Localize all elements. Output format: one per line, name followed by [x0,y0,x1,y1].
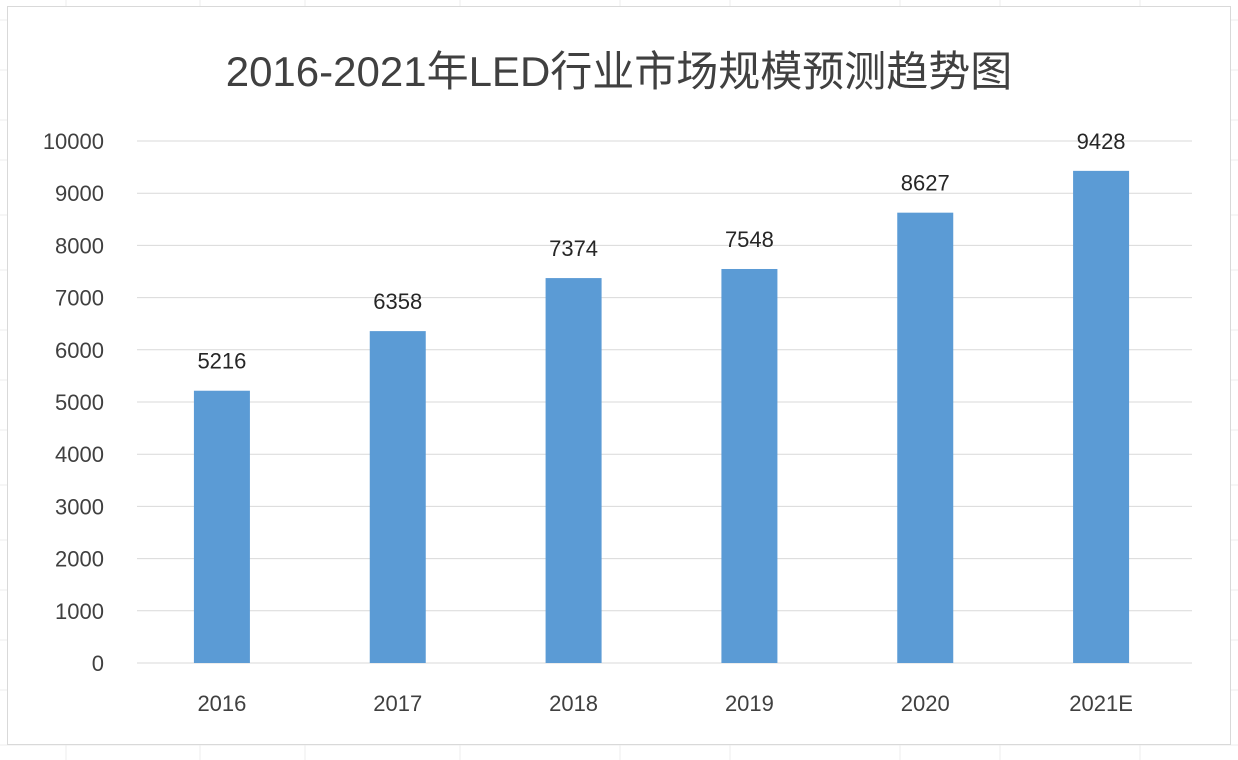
y-tick-label: 5000 [55,390,104,415]
data-label: 7374 [549,236,598,261]
x-tick-label: 2017 [373,691,422,716]
data-label: 9428 [1077,129,1126,154]
y-tick-label: 3000 [55,494,104,519]
bar [721,268,778,663]
y-tick-label: 1000 [55,599,104,624]
bar [545,278,602,663]
bar [369,331,426,663]
y-tick-label: 0 [92,651,104,676]
data-label: 8627 [901,171,950,196]
x-tick-label: 2019 [725,691,774,716]
data-label: 6358 [373,289,422,314]
data-label: 5216 [197,349,246,374]
bar [897,212,954,663]
y-tick-label: 9000 [55,181,104,206]
y-tick-label: 4000 [55,442,104,467]
bar [193,390,250,663]
chart-title: 2016-2021年LED行业市场规模预测趋势图 [225,48,1013,95]
y-tick-label: 7000 [55,286,104,311]
x-tick-label: 2016 [197,691,246,716]
x-tick-label: 2020 [901,691,950,716]
data-label: 7548 [725,227,774,252]
x-tick-label: 2018 [549,691,598,716]
y-tick-label: 6000 [55,338,104,363]
x-tick-label: 2021E [1069,691,1133,716]
bar [1073,170,1130,663]
y-tick-label: 2000 [55,547,104,572]
y-tick-label: 10000 [43,129,104,154]
y-tick-label: 8000 [55,233,104,258]
